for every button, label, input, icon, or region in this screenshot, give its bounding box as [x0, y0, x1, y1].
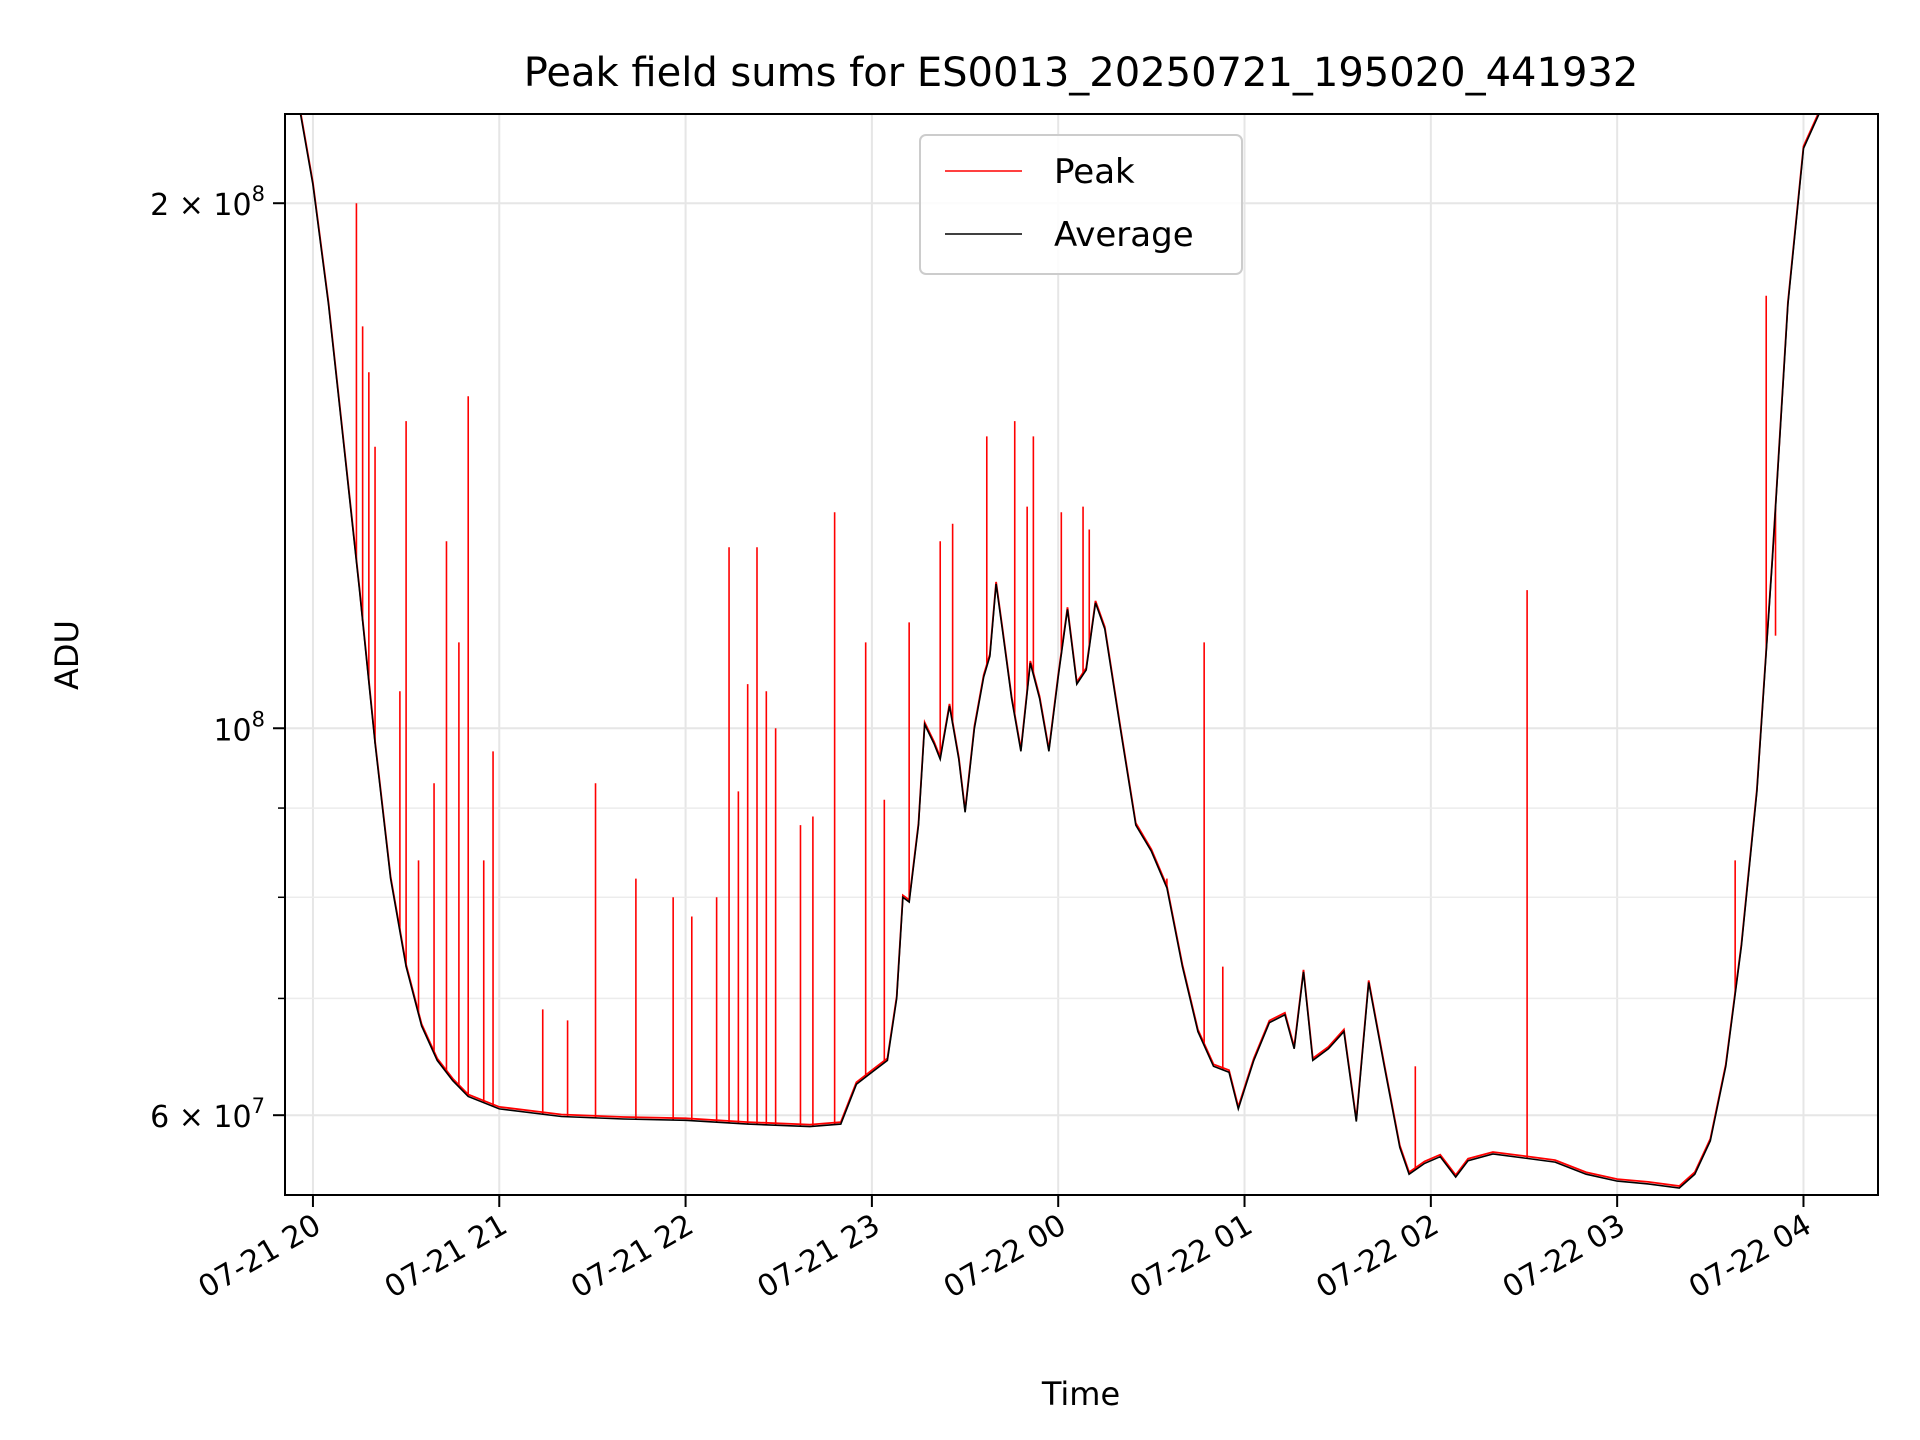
- x-tick-label: 07-22 04: [1683, 1208, 1817, 1306]
- x-tick-label: 07-22 00: [938, 1208, 1072, 1306]
- x-tick-label: 07-21 23: [752, 1208, 886, 1306]
- plot-frame: [284, 113, 1879, 1196]
- x-tick-label: 07-22 02: [1311, 1208, 1445, 1306]
- average-series-line: [285, 114, 1878, 1189]
- chart-title: Peak field sums for ES0013_20250721_1950…: [524, 50, 1639, 96]
- x-axis: 07-21 20 07-21 21 07-21 22 07-21 23 07-22 00…: [193, 1195, 1817, 1306]
- y-tick-exponent: 8: [252, 182, 265, 206]
- y-tick-base: 2 × 10: [150, 188, 251, 223]
- y-tick-exponent: 7: [252, 1094, 265, 1118]
- y-tick-base: 6 × 10: [150, 1100, 251, 1135]
- y-tick-label: 6 × 107: [150, 1094, 265, 1135]
- plot-area: [285, 114, 1878, 1189]
- legend-box: [919, 134, 1243, 275]
- y-tick-label: 2 × 108: [150, 182, 265, 223]
- grid: [285, 114, 1878, 1195]
- y-axis-label: ADU: [48, 620, 86, 690]
- x-tick-label: 07-21 20: [193, 1208, 327, 1306]
- peak-series-line: [299, 114, 1820, 1187]
- legend: Peak Average: [919, 134, 1243, 275]
- x-tick-label: 07-22 01: [1124, 1208, 1258, 1306]
- y-tick-label: 108: [213, 707, 265, 748]
- x-tick-label: 07-22 03: [1497, 1208, 1631, 1306]
- x-tick-label: 07-21 21: [379, 1208, 513, 1306]
- legend-average-label: Average: [1054, 215, 1194, 255]
- y-tick-exponent: 8: [252, 707, 265, 731]
- legend-peak-label: Peak: [1054, 152, 1135, 192]
- y-tick-base: 10: [213, 713, 251, 748]
- x-tick-label: 07-21 22: [565, 1208, 699, 1306]
- x-axis-label: Time: [1041, 1375, 1120, 1413]
